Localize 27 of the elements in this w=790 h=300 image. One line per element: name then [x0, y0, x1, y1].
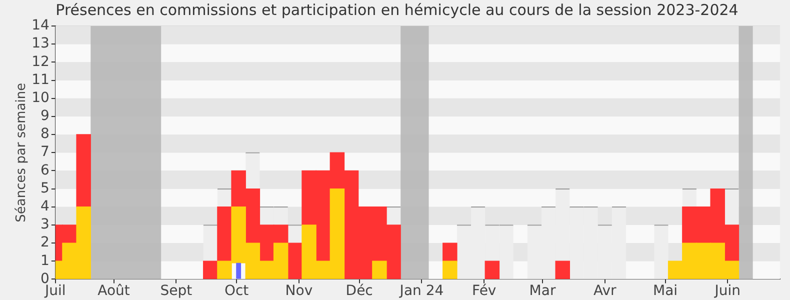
y-tick-label: 9: [40, 108, 50, 124]
x-tick-label: Mai: [652, 283, 678, 300]
y-tick-label: 3: [40, 216, 50, 233]
y-tick-label: 4: [40, 198, 50, 214]
x-tick-label: Avr: [593, 283, 617, 300]
x-tick-label: Nov: [285, 283, 313, 300]
x-tick-label: Sept: [160, 283, 193, 300]
y-tick-label: 5: [40, 180, 50, 196]
y-tick-label: 13: [32, 36, 50, 52]
x-tick-label: Mar: [529, 283, 556, 300]
y-tick-label: 1: [40, 252, 50, 269]
chart-title: Présences en commissions et participation en hémicycle au cours de la session 2023-2024: [56, 0, 738, 19]
y-tick-label: 7: [40, 144, 50, 160]
x-tick-label: Déc: [346, 283, 373, 300]
y-axis-title: Séances par semaine: [14, 82, 30, 222]
y-tick-label: 11: [32, 72, 50, 88]
x-tick-label: Juin: [714, 283, 741, 300]
y-tick-label: 10: [32, 90, 50, 106]
y-tick-label: 8: [40, 126, 50, 142]
x-tick-label: Oct: [224, 283, 250, 300]
y-tick-label: 12: [32, 54, 50, 70]
x-tick-label: Jan 24: [398, 283, 444, 300]
y-tick-label: 2: [40, 234, 50, 251]
y-tick-label: 14: [32, 18, 50, 34]
x-tick-label: Fév: [472, 283, 496, 300]
x-tick-label: Août: [98, 283, 130, 300]
y-tick-label: 6: [40, 162, 50, 178]
